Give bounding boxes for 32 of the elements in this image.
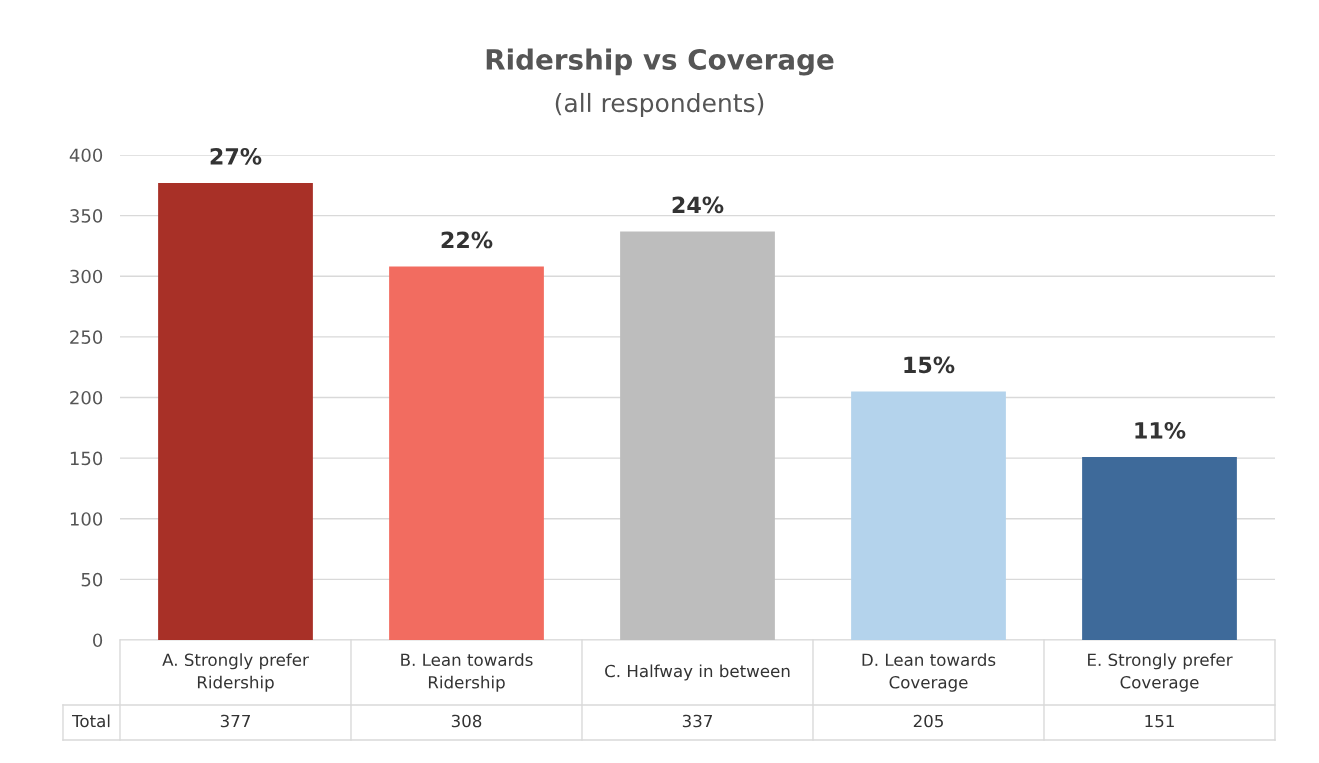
y-tick-label: 0 bbox=[93, 633, 103, 648]
annotation: 27% bbox=[210, 147, 262, 165]
annotation: 24% bbox=[672, 196, 724, 214]
x-tick-label: D. Lean towards Coverage bbox=[862, 653, 996, 692]
data-label: 377 bbox=[220, 714, 250, 728]
data-label: 151 bbox=[1145, 714, 1174, 728]
y-tick-label: 100 bbox=[70, 512, 103, 526]
bar bbox=[1082, 456, 1237, 640]
annotation: 22% bbox=[441, 231, 493, 249]
x-tick-label: C. Halfway in between bbox=[605, 664, 790, 681]
y-tick-label: 50 bbox=[81, 572, 103, 587]
y-tick-label: 150 bbox=[70, 451, 103, 466]
y-tick-label: 350 bbox=[70, 209, 103, 223]
annotation: 11% bbox=[1135, 421, 1186, 439]
y-tick-label: 250 bbox=[70, 330, 103, 344]
y-tick-label: 300 bbox=[70, 269, 103, 284]
data-label: 205 bbox=[913, 714, 943, 728]
chart-subtitle: (all respondents) bbox=[555, 92, 764, 118]
x-tick-label: A. Strongly prefer Ridership bbox=[162, 653, 309, 692]
y-tick-label: 200 bbox=[70, 390, 103, 405]
bar bbox=[389, 266, 544, 640]
annotation: 15% bbox=[904, 356, 955, 374]
x-tick-label: B. Lean towards Ridership bbox=[401, 653, 533, 692]
chart-title: Ridership vs Coverage bbox=[486, 48, 834, 76]
bar bbox=[851, 391, 1006, 640]
data-label: 308 bbox=[451, 714, 482, 728]
y-tick-label: 400 bbox=[69, 148, 103, 163]
text: Total bbox=[71, 714, 110, 728]
bar bbox=[158, 182, 313, 640]
x-tick-label: E. Strongly prefer Coverage bbox=[1088, 653, 1233, 692]
data-label: 337 bbox=[682, 714, 712, 728]
bar bbox=[620, 231, 775, 640]
